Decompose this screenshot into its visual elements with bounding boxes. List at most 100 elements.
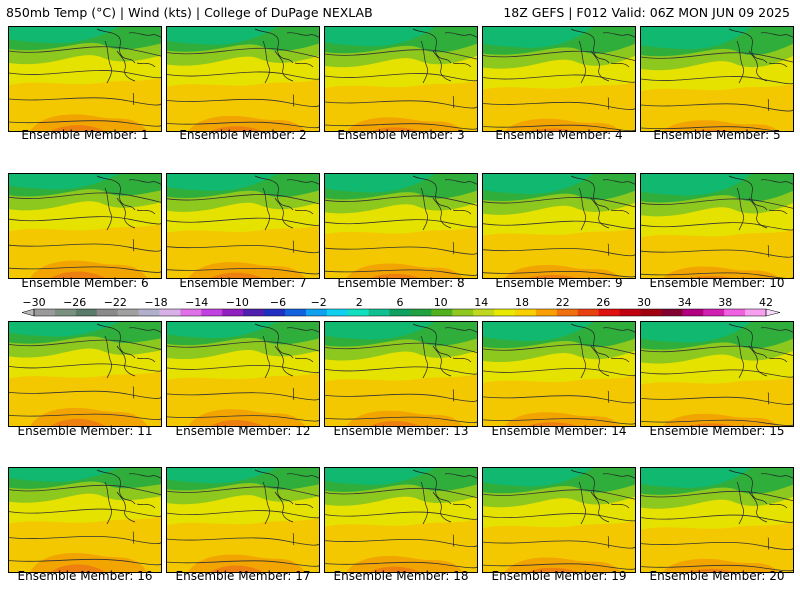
colorbar-swatch — [598, 309, 620, 316]
ensemble-map-2 — [166, 26, 320, 132]
ensemble-member-label: Ensemble Member: 15 — [649, 424, 785, 438]
colorbar-swatch — [34, 309, 56, 316]
colorbar-max-arrow — [765, 308, 781, 317]
ensemble-map-17 — [166, 467, 320, 573]
colorbar-swatch — [682, 309, 704, 316]
ensemble-member-label: Ensemble Member: 11 — [17, 424, 153, 438]
colorbar-swatch — [640, 309, 662, 316]
colorbar-tick-label: −18 — [144, 296, 167, 309]
colorbar-swatch — [54, 309, 77, 316]
ensemble-member-label: Ensemble Member: 19 — [491, 569, 627, 583]
ensemble-member-label: Ensemble Member: 9 — [495, 276, 623, 290]
ensemble-map-18 — [324, 467, 478, 573]
ensemble-member-label: Ensemble Member: 12 — [175, 424, 311, 438]
colorbar-swatch — [431, 309, 453, 316]
colorbar-swatch — [494, 309, 516, 316]
colorbar-swatch — [138, 309, 160, 316]
colorbar-swatch — [724, 309, 746, 316]
colorbar-tick-label: 14 — [474, 296, 488, 309]
colorbar-swatch — [703, 309, 725, 316]
colorbar-tick-label: 22 — [556, 296, 570, 309]
ensemble-member-label: Ensemble Member: 2 — [179, 128, 307, 142]
colorbar-swatch — [180, 309, 202, 316]
colorbar-tick-label: 38 — [718, 296, 732, 309]
ensemble-member-label: Ensemble Member: 10 — [649, 276, 785, 290]
colorbar-swatch — [515, 309, 537, 316]
colorbar-swatch — [619, 309, 641, 316]
colorbar-swatch — [452, 309, 474, 316]
ensemble-member-label: Ensemble Member: 14 — [491, 424, 627, 438]
colorbar-min-arrow — [21, 308, 35, 317]
ensemble-member-label: Ensemble Member: 5 — [653, 128, 781, 142]
ensemble-member-label: Ensemble Member: 1 — [21, 128, 149, 142]
colorbar-swatch — [284, 309, 307, 316]
colorbar-tick-label: 34 — [678, 296, 692, 309]
ensemble-map-15 — [640, 321, 794, 427]
colorbar-swatch — [159, 309, 181, 316]
colorbar-tick-label: 6 — [397, 296, 404, 309]
ensemble-map-4 — [482, 26, 636, 132]
ensemble-member-label: Ensemble Member: 4 — [495, 128, 623, 142]
ensemble-map-14 — [482, 321, 636, 427]
colorbar-swatch — [389, 309, 411, 316]
colorbar-tick-label: −26 — [63, 296, 86, 309]
colorbar-swatch — [243, 309, 265, 316]
ensemble-map-6 — [8, 173, 162, 279]
ensemble-member-label: Ensemble Member: 7 — [179, 276, 307, 290]
colorbar-swatch — [305, 309, 328, 316]
ensemble-member-label: Ensemble Member: 18 — [333, 569, 469, 583]
ensemble-map-1 — [8, 26, 162, 132]
ensemble-map-8 — [324, 173, 478, 279]
ensemble-map-13 — [324, 321, 478, 427]
ensemble-member-label: Ensemble Member: 16 — [17, 569, 153, 583]
ensemble-map-3 — [324, 26, 478, 132]
colorbar-swatch — [410, 309, 432, 316]
ensemble-map-10 — [640, 173, 794, 279]
ensemble-map-5 — [640, 26, 794, 132]
colorbar-swatch — [117, 309, 139, 316]
colorbar-swatch — [326, 309, 349, 316]
ensemble-member-label: Ensemble Member: 20 — [649, 569, 785, 583]
colorbar-tick-label: 18 — [515, 296, 529, 309]
ensemble-map-7 — [166, 173, 320, 279]
colorbar-tick-label: 2 — [356, 296, 363, 309]
colorbar-tick-label: 30 — [637, 296, 651, 309]
ensemble-map-19 — [482, 467, 636, 573]
ensemble-map-12 — [166, 321, 320, 427]
colorbar-tick-label: −2 — [311, 296, 327, 309]
ensemble-map-20 — [640, 467, 794, 573]
colorbar-swatch — [201, 309, 223, 316]
colorbar-swatch — [535, 309, 558, 316]
colorbar-tick-label: −30 — [22, 296, 45, 309]
colorbar-swatch — [96, 309, 119, 316]
colorbar-swatch — [473, 309, 495, 316]
ensemble-member-label: Ensemble Member: 8 — [337, 276, 465, 290]
ensemble-member-label: Ensemble Member: 13 — [333, 424, 469, 438]
colorbar-tick-label: −14 — [185, 296, 208, 309]
colorbar-tick-label: −22 — [104, 296, 127, 309]
colorbar-swatch — [368, 309, 390, 316]
colorbar-tick-label: 26 — [596, 296, 610, 309]
ensemble-member-label: Ensemble Member: 3 — [337, 128, 465, 142]
ensemble-member-label: Ensemble Member: 17 — [175, 569, 311, 583]
colorbar-swatch — [661, 309, 683, 316]
ensemble-map-9 — [482, 173, 636, 279]
colorbar-swatch — [347, 309, 370, 316]
colorbar-tick-label: 10 — [434, 296, 448, 309]
ensemble-map-11 — [8, 321, 162, 427]
ensemble-member-label: Ensemble Member: 6 — [21, 276, 149, 290]
colorbar-swatch — [75, 309, 98, 316]
colorbar-swatch — [745, 309, 767, 316]
ensemble-map-16 — [8, 467, 162, 573]
chart-title: 850mb Temp (°C) | Wind (kts) | College o… — [6, 5, 373, 20]
colorbar-swatch — [222, 309, 244, 316]
colorbar-tick-label: 42 — [759, 296, 773, 309]
colorbar-tick-label: −10 — [226, 296, 249, 309]
colorbar-swatch — [577, 309, 600, 316]
colorbar-frame — [33, 308, 767, 317]
colorbar-swatch — [556, 309, 579, 316]
colorbar-swatch — [264, 309, 286, 316]
temperature-colorbar: −30 −26 −22 −18 −14 −10 −6 −2 2 6 10 14 18 22 26 30 34 38… — [21, 296, 781, 317]
model-run-info: 18Z GEFS | F012 Valid: 06Z MON JUN 09 20… — [503, 5, 790, 20]
colorbar-tick-label: −6 — [270, 296, 286, 309]
